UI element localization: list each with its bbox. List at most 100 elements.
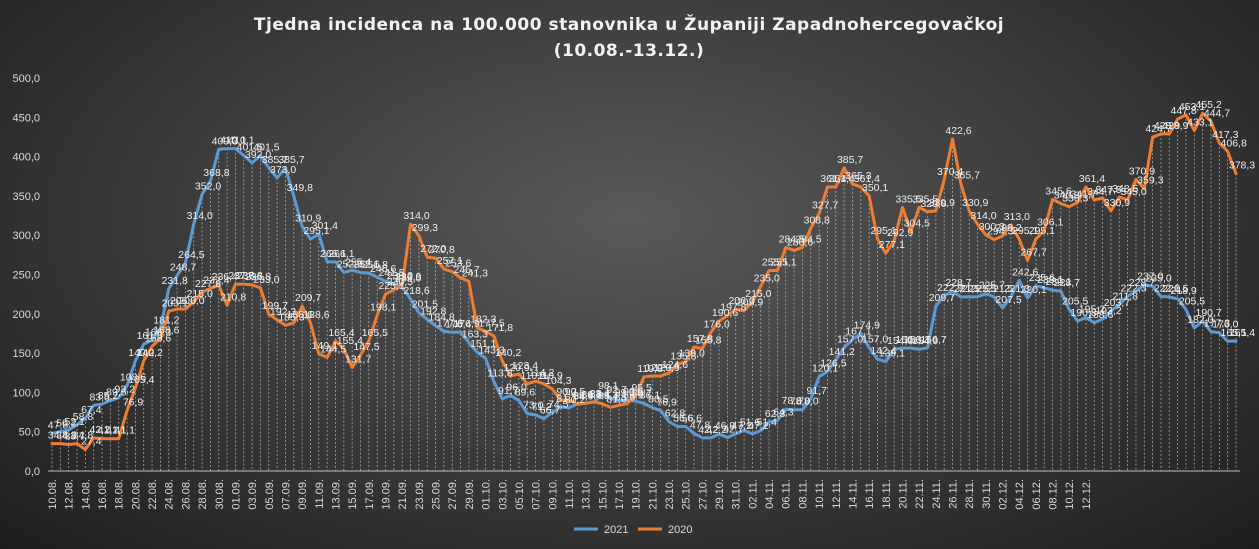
data-label-2020: 255,1: [762, 256, 788, 268]
x-tick-label: 28.08.: [197, 479, 209, 510]
data-label-2020: 241,3: [462, 267, 488, 279]
data-label-2020: 182,3: [470, 314, 496, 326]
data-label-2020: 245,7: [453, 264, 479, 276]
data-label-2021: 62,3: [765, 408, 786, 420]
data-label-2021: 66,7: [540, 405, 561, 417]
data-label-2020: 348,5: [1112, 183, 1138, 195]
data-label-2020: 131,7: [345, 353, 371, 365]
data-label-2020: 257,1: [437, 255, 463, 267]
x-tick-label: 08.12.: [1048, 479, 1060, 510]
data-label-2021: 233,1: [1037, 274, 1063, 286]
y-axis: 0,0 50,0 100,0 150,0 200,0 250,0 300,0 350,0 400…: [12, 73, 40, 478]
data-label-2020: 81,0: [606, 393, 627, 405]
data-label-2021: 401,5: [237, 141, 263, 153]
data-label-2021: 385,7: [262, 154, 288, 166]
data-label-2021: 62,8: [665, 408, 686, 420]
y-tick-label: 300,0: [12, 230, 40, 242]
data-label-2021: 205,5: [1179, 295, 1205, 307]
data-label-2020: 235,0: [754, 272, 780, 284]
data-label-2020: 295,1: [1012, 225, 1038, 237]
data-label-2020: 237,8: [237, 270, 263, 282]
data-label-2021: 86,1: [640, 389, 661, 401]
data-label-2020: 84,9: [573, 390, 594, 402]
data-label-2020: 171,8: [487, 322, 513, 334]
data-label-2020: 272,0: [420, 243, 446, 255]
data-label-2021: 156,3: [895, 334, 921, 346]
data-label-2021: 91,7: [807, 385, 828, 397]
data-label-2020: 455,2: [1196, 99, 1222, 111]
data-label-2020: 198,1: [370, 301, 396, 313]
data-label-2020: 406,8: [1221, 137, 1247, 149]
data-label-2021: 86,4: [581, 389, 602, 401]
data-label-2021: 237,0: [1137, 271, 1163, 283]
data-label-2021: 81,7: [556, 393, 577, 405]
data-label-2020: 203,9: [737, 297, 763, 309]
x-tick-label: 07.10.: [531, 479, 543, 510]
data-label-2021: 235,0: [395, 272, 421, 284]
data-label-2020: 350,1: [862, 182, 888, 194]
x-tick-label: 08.11.: [797, 479, 809, 509]
data-label-2021: 47,2: [731, 420, 752, 432]
x-tick-label: 09.09.: [297, 479, 309, 510]
x-tick-label: 23.09.: [414, 479, 426, 510]
data-label-2020: 155,4: [337, 335, 363, 347]
data-label-2021: 251,8: [362, 259, 388, 271]
data-label-2020: 90,5: [565, 386, 586, 398]
data-label-2021: 401,5: [253, 141, 279, 153]
x-tick-label: 03.10.: [497, 479, 509, 510]
data-label-2021: 373,0: [270, 164, 296, 176]
x-tick-label: 18.08.: [114, 479, 126, 510]
data-label-2021: 409,3: [212, 135, 238, 147]
chart-title-line-2: (10.08.-13.12.): [554, 41, 705, 61]
data-label-2020: 215,0: [745, 288, 771, 300]
data-label-2020: 277,1: [879, 239, 905, 251]
data-label-2021: 207,5: [995, 294, 1021, 306]
data-label-2021: 56,6: [673, 413, 694, 425]
data-label-2021: 80,2: [565, 394, 586, 406]
data-label-2020: 335,5: [912, 193, 938, 205]
x-tick-label: 01.10.: [481, 479, 493, 510]
data-label-2020: 329,8: [920, 198, 946, 210]
data-label-2021: 228,7: [1129, 277, 1155, 289]
data-label-2021: 47,2: [748, 420, 769, 432]
data-label-2020: 327,7: [812, 199, 838, 211]
y-tick-label: 350,0: [12, 191, 40, 203]
data-label-2020: 233,0: [253, 274, 279, 286]
x-tick-label: 05.10.: [514, 479, 526, 510]
x-tick-label: 07.09.: [280, 479, 292, 510]
data-label-2021: 238,0: [387, 270, 413, 282]
data-label-2021: 349,8: [287, 182, 313, 194]
data-label-2020: 428,9: [1162, 120, 1188, 132]
data-label-2020: 41,2: [98, 425, 119, 437]
data-label-2020: 344,7: [1087, 186, 1113, 198]
data-label-2020: 230,5: [387, 276, 413, 288]
data-label-2020: 270,8: [428, 244, 454, 256]
data-label-2021: 67,4: [81, 404, 102, 416]
data-label-2021: 231,8: [162, 275, 188, 287]
x-tick-label: 13.09.: [330, 479, 342, 510]
x-tick-label: 13.10.: [581, 479, 593, 510]
data-label-2021: 190,8: [1070, 307, 1096, 319]
data-label-2020: 197,8: [720, 302, 746, 314]
x-tick-label: 11.10.: [564, 479, 576, 509]
data-label-2020: 267,7: [1020, 247, 1046, 259]
data-label-2020: 120,9: [645, 362, 671, 374]
x-tick-label: 26.11.: [948, 479, 960, 509]
data-label-2021: 151,1: [470, 338, 496, 350]
x-tick-label: 12.08.: [64, 479, 76, 510]
data-label-2020: 237,8: [228, 270, 254, 282]
x-tick-label: 28.11.: [964, 479, 976, 509]
data-label-2021: 235,0: [1145, 272, 1171, 284]
data-label-2021: 108,6: [120, 372, 146, 384]
x-tick-label: 16.08.: [97, 479, 109, 510]
data-label-2021: 74,5: [548, 398, 569, 410]
data-label-2020: 140,2: [137, 347, 163, 359]
data-label-2020: 292,9: [887, 227, 913, 239]
data-label-2020: 422,6: [945, 125, 971, 137]
data-label-2021: 266,1: [320, 248, 346, 260]
data-label-2020: 304,5: [904, 218, 930, 230]
data-label-2021: 154,9: [887, 335, 913, 347]
x-axis: 10.08. 12.08. 14.08. 16.08. 18.08. 20.08. 22.0…: [47, 470, 1240, 510]
data-label-2021: 78,0: [798, 396, 819, 408]
